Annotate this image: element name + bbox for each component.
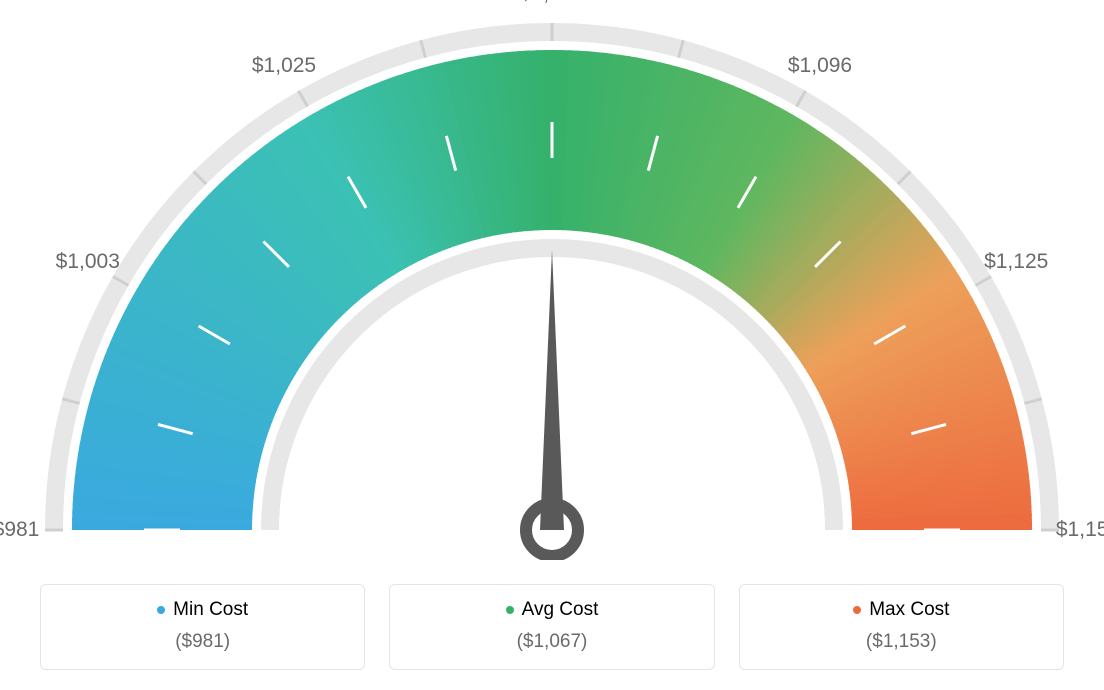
gauge-tick-label: $1,153 [1056, 518, 1104, 542]
gauge-svg [0, 0, 1104, 560]
legend-row: Min Cost ($981) Avg Cost ($1,067) Max Co… [40, 584, 1064, 670]
legend-dot-min-icon [157, 606, 165, 614]
legend-label-min: Min Cost [173, 599, 248, 621]
legend-card-max: Max Cost ($1,153) [739, 584, 1064, 670]
legend-title-avg: Avg Cost [506, 599, 599, 621]
gauge-tick-label: $1,096 [788, 54, 852, 78]
legend-label-max: Max Cost [869, 599, 949, 621]
gauge-tick-label: $1,125 [984, 250, 1048, 274]
legend-card-avg: Avg Cost ($1,067) [389, 584, 714, 670]
legend-value-avg: ($1,067) [390, 631, 713, 653]
legend-value-min: ($981) [41, 631, 364, 653]
gauge-tick-label: $981 [0, 518, 39, 542]
legend-value-max: ($1,153) [740, 631, 1063, 653]
gauge-tick-label: $1,067 [520, 0, 584, 6]
cost-gauge-widget: $981 $1,003 $1,025 $1,067 $1,096 $1,125 $1,153… [0, 0, 1104, 690]
legend-dot-max-icon [853, 606, 861, 614]
gauge-area: $981 $1,003 $1,025 $1,067 $1,096 $1,125 $1,153 [0, 0, 1104, 560]
gauge-tick-label: $1,003 [56, 250, 120, 274]
legend-title-min: Min Cost [157, 599, 248, 621]
legend-label-avg: Avg Cost [522, 599, 599, 621]
legend-title-max: Max Cost [853, 599, 949, 621]
legend-dot-avg-icon [506, 606, 514, 614]
legend-card-min: Min Cost ($981) [40, 584, 365, 670]
gauge-tick-label: $1,025 [252, 54, 316, 78]
